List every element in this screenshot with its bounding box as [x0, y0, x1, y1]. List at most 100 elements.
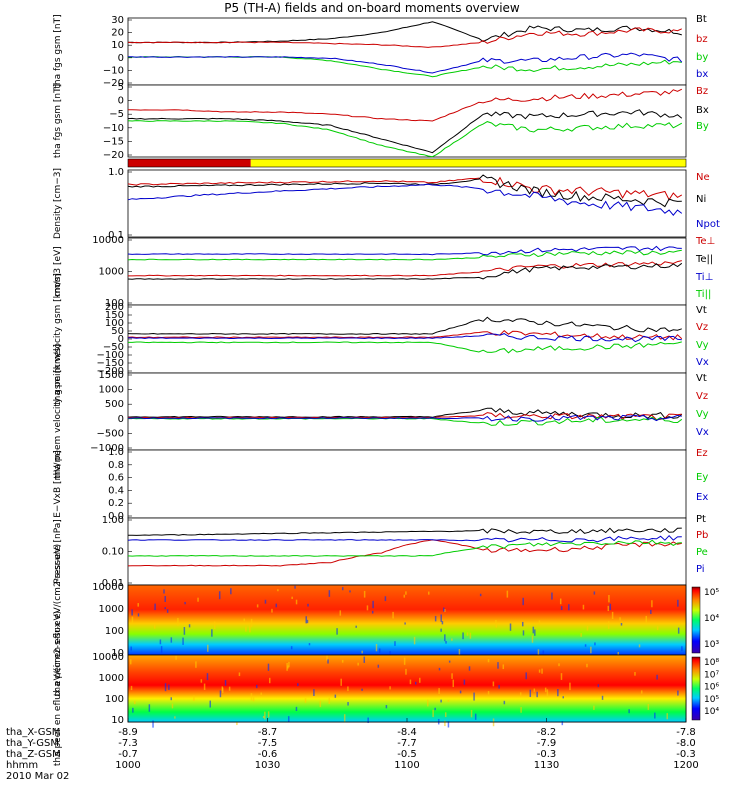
spectrogram-noise	[497, 662, 499, 669]
y-tick-label: −100	[97, 350, 124, 361]
spectrogram-noise	[403, 594, 406, 598]
spectrogram-noise	[336, 628, 338, 635]
legend-Ey: Ey	[696, 472, 708, 483]
time-row-value: 1100	[394, 760, 419, 771]
spectrogram-noise	[538, 620, 541, 625]
spectrogram-noise	[245, 626, 247, 632]
spectrogram-noise	[129, 659, 132, 665]
spectrogram-noise	[367, 717, 369, 724]
series-line-Vx	[127, 414, 682, 422]
spectrogram-noise	[562, 696, 564, 699]
spectrogram-noise	[677, 690, 679, 696]
spectrogram-noise	[361, 650, 363, 654]
time-row-value: 1030	[255, 760, 280, 771]
spectrogram-noise	[656, 626, 659, 631]
series-line-Ti||	[127, 249, 682, 261]
series-line-Vy	[128, 341, 682, 354]
legend-Vt: Vt	[696, 373, 707, 384]
spectrogram-noise	[252, 696, 255, 702]
legend-bz: bz	[696, 34, 708, 45]
spectrogram-noise	[343, 714, 346, 723]
date-label: 2010 Mar 02	[6, 771, 69, 782]
spectrogram-noise	[582, 604, 585, 610]
spectrogram-noise	[656, 674, 658, 680]
spectrogram-noise	[495, 619, 497, 624]
spectrogram-noise	[559, 598, 562, 605]
legend-Vz: Vz	[696, 322, 708, 333]
y-tick-label: 20	[111, 28, 124, 39]
spectrogram-noise	[607, 621, 610, 629]
spectrogram-noise	[164, 607, 166, 610]
spectrogram-noise	[640, 690, 643, 694]
spectrogram-noise	[452, 679, 455, 688]
spectrogram-noise	[357, 662, 359, 666]
y-axis-label: tha fgs gsm [nT]	[53, 84, 63, 158]
spectrogram-noise	[389, 686, 391, 690]
spectrogram-noise	[132, 707, 134, 713]
spectrogram-noise	[326, 655, 328, 661]
spectrogram-noise	[444, 608, 446, 613]
spectrogram-noise	[634, 671, 636, 676]
y-axis-label: tha peer en eflux eV/(cm2-s-sr-eV)	[53, 611, 63, 766]
y-tick-label: −20	[103, 78, 124, 89]
series-line-Bz	[128, 88, 683, 122]
spectrogram-noise	[645, 615, 648, 623]
spectrogram-noise	[586, 663, 588, 668]
legend-Te||: Te||	[695, 254, 713, 265]
spectrogram-noise	[584, 644, 587, 647]
spectrogram-noise	[218, 591, 221, 600]
time-row-value: -7.7	[397, 738, 417, 749]
spectrogram-noise	[160, 646, 163, 653]
spectrogram-noise	[677, 599, 679, 607]
spectrogram-noise	[569, 682, 571, 691]
y-tick-label: 1000	[99, 604, 124, 615]
y-tick-label: 0	[118, 96, 124, 107]
spectrogram-noise	[463, 679, 466, 685]
y-tick-label: 100	[105, 694, 124, 705]
legend-Ez: Ez	[696, 448, 708, 459]
panel-5: tha peim velocity gsm [km/s] 200150100500…	[53, 273, 709, 405]
y-axis-label: tha peir en eflux eV/(cm2-s-sr-eV)	[53, 544, 63, 696]
time-row-value: -0.7	[118, 749, 138, 760]
spectrogram-noise	[525, 672, 527, 680]
y-axis-label: tha peim velocity gsm [km/s]	[53, 273, 63, 405]
time-row-value: -0.6	[258, 749, 278, 760]
spectrogram-noise	[168, 684, 170, 690]
spectrogram-noise	[297, 683, 299, 687]
spectrogram-noise	[451, 638, 453, 641]
time-row-value: -0.3	[537, 749, 557, 760]
legend-Ne: Ne	[696, 172, 710, 183]
legend-Vx: Vx	[696, 357, 709, 368]
panel-frame	[127, 304, 687, 374]
spectrogram-noise	[197, 597, 199, 602]
spectrogram-noise	[560, 673, 563, 680]
spectrogram-noise	[444, 720, 446, 727]
legend-Npot: Npot	[696, 219, 720, 230]
panel-8: Pressure [nPa] 1.00 0.10 0.01 Pt Pb Pe Pi	[53, 514, 708, 589]
spectrogram-noise	[195, 661, 197, 668]
spectrogram-noise	[304, 698, 307, 703]
legend-Ni: Ni	[696, 194, 706, 205]
y-tick-label: 0	[118, 414, 124, 425]
spectrogram-noise	[377, 664, 380, 668]
series-line-Vt	[127, 316, 682, 335]
time-row-value: 1200	[673, 760, 698, 771]
spectrogram-noise	[409, 679, 412, 685]
panel-frame	[127, 169, 687, 238]
y-tick-label: 500	[105, 399, 124, 410]
spectrogram-noise	[163, 589, 165, 594]
colorbar-label: 10⁵	[704, 588, 719, 598]
panel-7: E−VxB [mV/m] 1.0 0.8 0.60.4 0.2 0.0 Ez Ey Ex	[53, 447, 708, 522]
spectrogram-noise	[541, 668, 543, 674]
time-row-value: -0.3	[676, 749, 696, 760]
spectrogram-noise	[341, 659, 344, 663]
spectrogram-noise	[207, 644, 209, 652]
y-tick-label: 0.6	[108, 473, 124, 484]
spectrogram-noise	[177, 617, 179, 626]
series-line-Pb	[127, 539, 682, 567]
colorbar-label: 10⁴	[704, 614, 719, 624]
spectrogram-noise	[287, 665, 289, 669]
y-tick-label: 10	[111, 715, 124, 726]
colorbar	[691, 586, 701, 654]
